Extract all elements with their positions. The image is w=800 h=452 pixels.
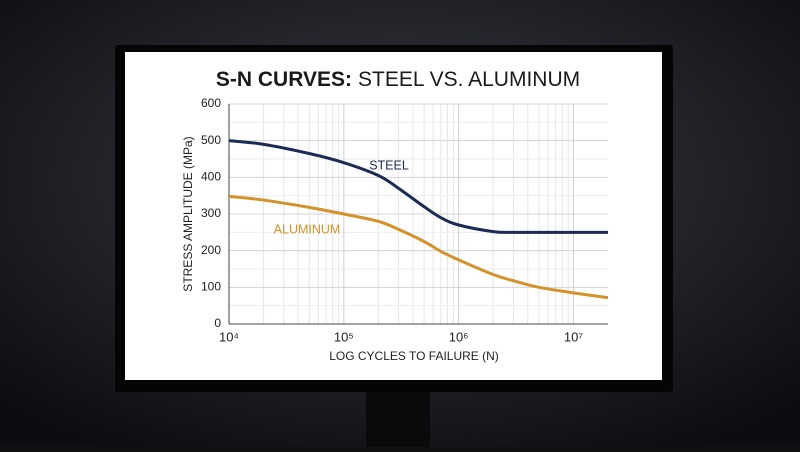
plot: 0 100 200 300 400 500 600 10⁴ 10⁵ 10⁶ 10⁷ STEEL ALUM… [201, 96, 609, 344]
title-rest: STEEL VS. ALUMINUM [358, 68, 580, 91]
series-line [228, 139, 608, 234]
screen [125, 52, 662, 380]
y-tick-label: 600 [201, 96, 221, 110]
y-tick-label: 0 [214, 316, 221, 330]
x-tick-label: 10⁷ [564, 329, 583, 344]
title-bold: S-N CURVES: [216, 68, 352, 91]
series-label: ALUMINUM [274, 222, 341, 236]
x-axis-label: LOG CYCLES TO FAILURE (N) [329, 349, 499, 363]
series-line [228, 194, 609, 300]
x-tick-label: 10⁵ [334, 329, 354, 344]
y-tick-label: 300 [201, 206, 221, 220]
y-tick-label: 100 [201, 280, 221, 294]
y-axis-label: STRESS AMPLITUDE (MPa) [181, 136, 195, 291]
x-tick-label: 10⁶ [449, 329, 469, 344]
y-tick-label: 400 [201, 170, 221, 184]
y-tick-label: 200 [201, 243, 221, 257]
chart-title: S-N CURVES: STEEL VS. ALUMINUM [216, 68, 580, 91]
x-tick-label: 10⁴ [219, 329, 239, 344]
monitor-stand [366, 390, 430, 447]
series-label: STEEL [369, 158, 409, 172]
y-tick-label: 500 [201, 133, 221, 147]
